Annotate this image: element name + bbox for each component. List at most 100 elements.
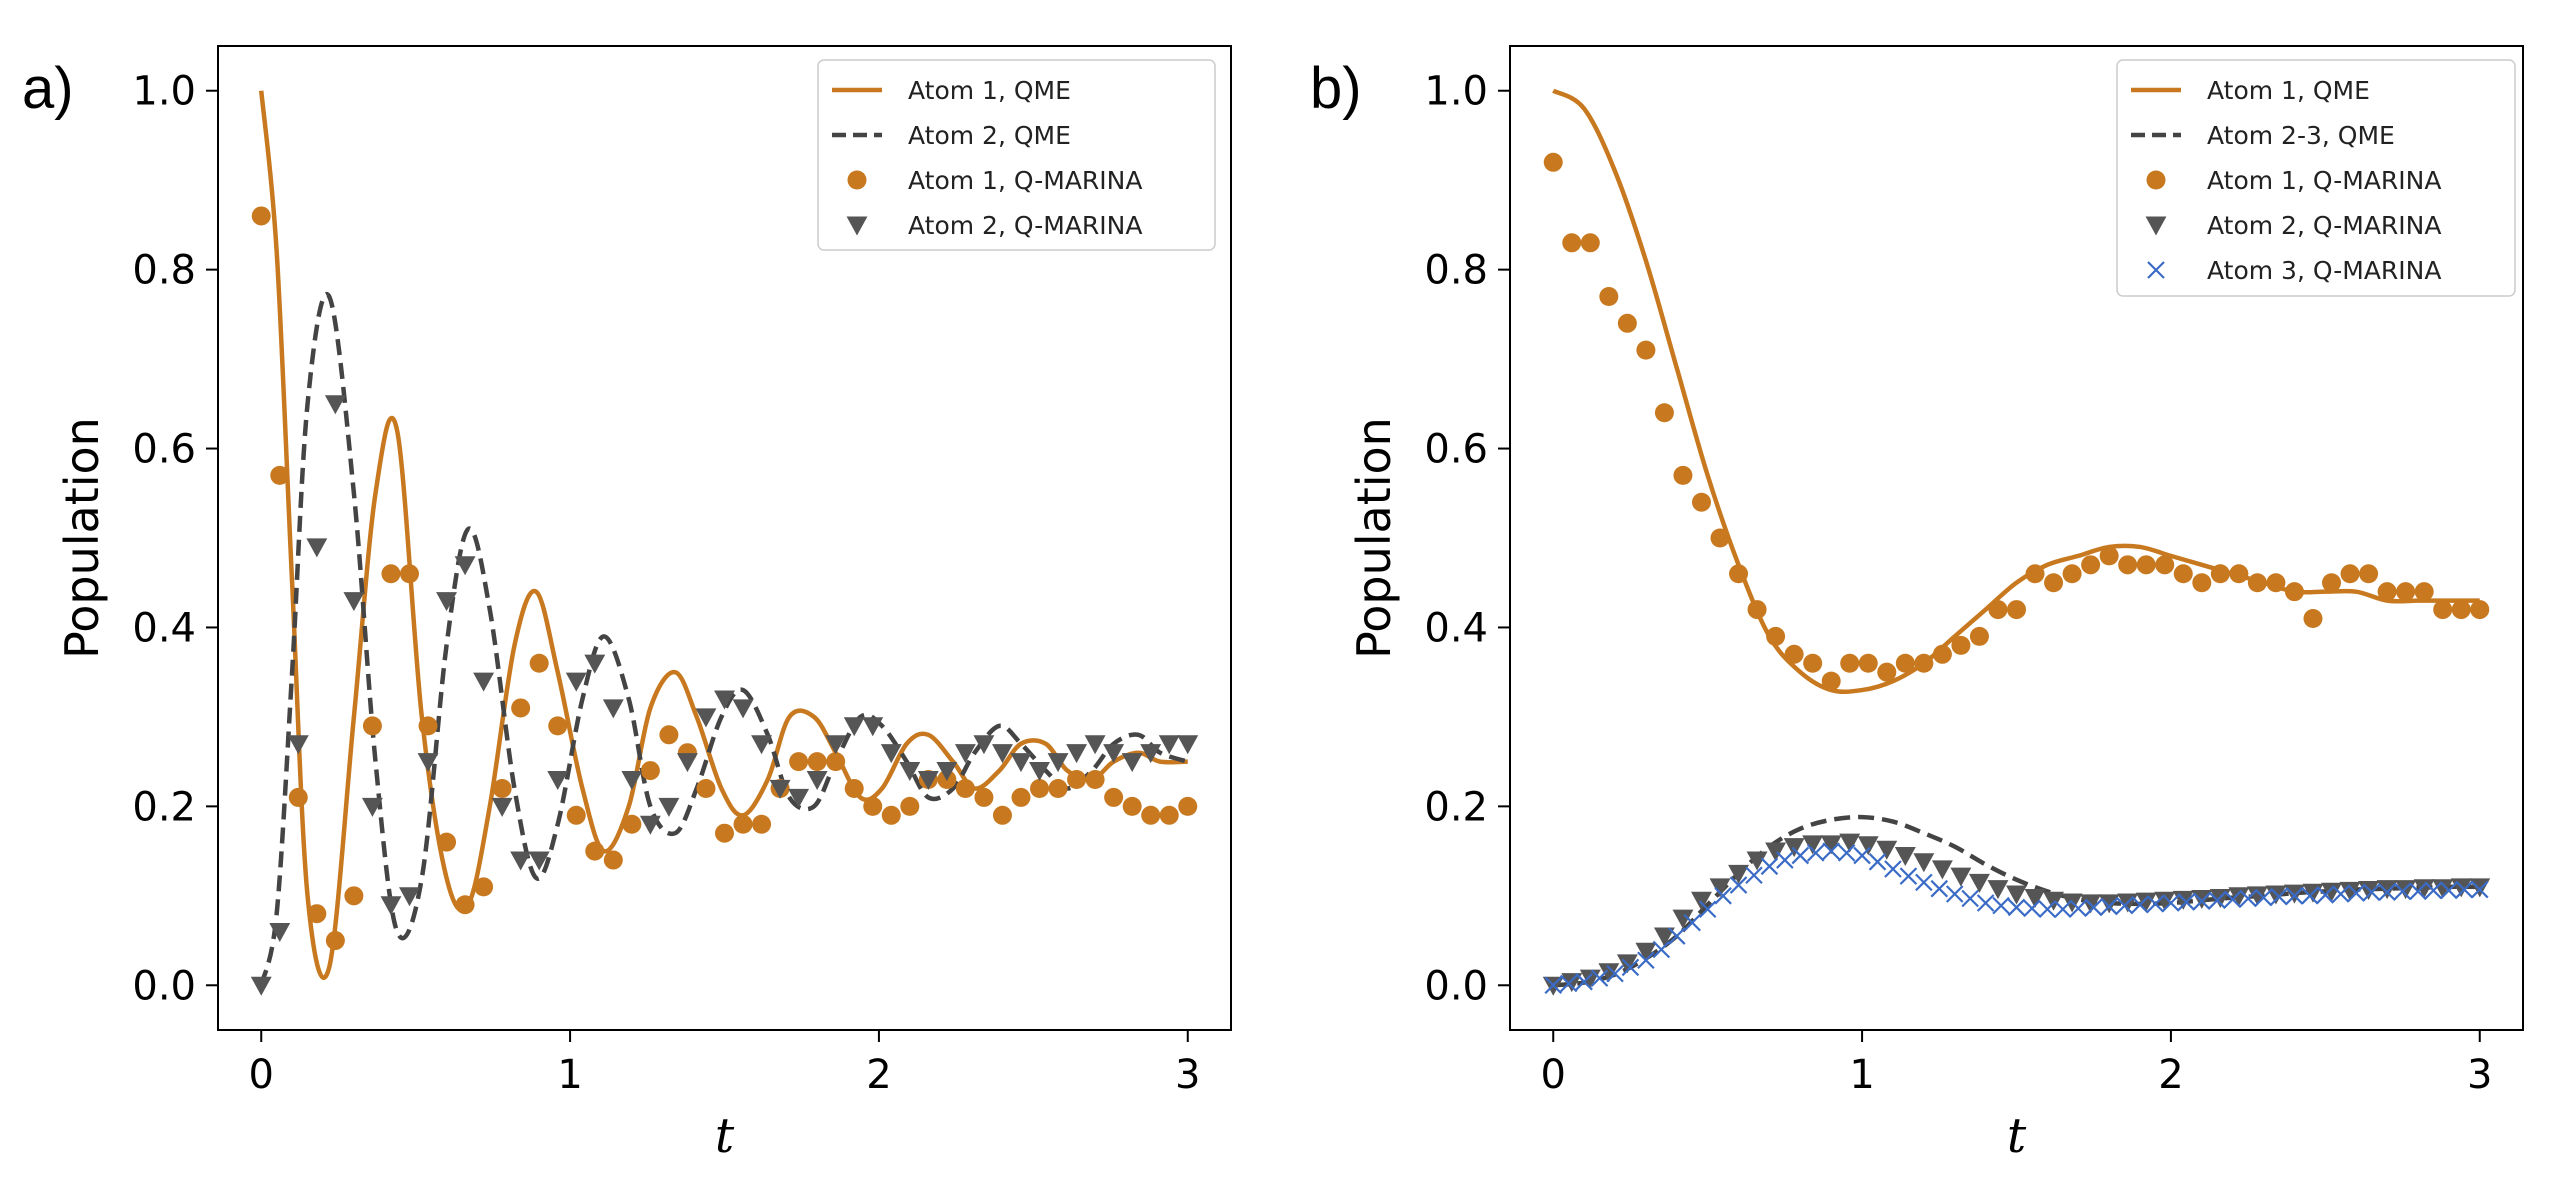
data-point [2023,899,2041,918]
data-point [936,762,958,782]
data-point [1858,653,1878,673]
data-point [2424,881,2443,900]
data-point [1617,313,1637,333]
y-axis-label: Population [55,417,109,659]
data-point-stroke [2115,896,2134,915]
series-atom-1-q-marina-markers [1543,152,2490,691]
data-point [639,815,661,835]
data-point [399,564,419,584]
data-point [418,716,438,736]
data-point [1653,927,1675,947]
data-point [1562,233,1582,253]
data-point [1122,796,1142,816]
plot-frame [1509,45,2524,1031]
data-point [2455,880,2474,899]
data-point [2044,573,2064,593]
data-point [2155,555,2175,575]
data-point [752,814,772,834]
data-point [1178,796,1198,816]
data-point-stroke [2023,899,2041,918]
data-point [2136,555,2156,575]
legend-marker [846,216,868,236]
series-atom-1-q-marina-markers [251,206,1198,951]
legend-box [817,59,1216,251]
data-point [2316,886,2335,904]
data-point [381,564,401,584]
data-point [1945,885,1964,903]
data-point [1821,671,1841,691]
data-point [1914,653,1934,673]
data-point [1698,900,1717,919]
data-point [511,698,531,718]
data-point [1894,847,1916,867]
data-point-stroke [1930,879,1949,898]
data-point-stroke [2378,883,2396,902]
data-point [2359,564,2379,584]
data-point [1667,927,1686,945]
data-point [1030,778,1050,798]
data-point [1544,976,1563,995]
data-point [789,752,809,772]
data-point [1822,842,1840,860]
data-point [1561,973,1583,993]
data-point [2322,573,2342,593]
data-point [250,976,272,996]
data-point [2162,894,2180,912]
data-point [862,717,884,737]
data-point [306,538,328,558]
data-point [751,735,773,755]
data-point [454,556,476,576]
data-point [2135,892,2157,912]
data-point [2006,885,2027,905]
data-point [1599,286,1619,306]
data-point-stroke [1992,896,2010,915]
data-point [584,654,606,674]
data-point [2432,879,2454,899]
data-point [2100,897,2118,916]
series-atom-1-qme-line [1552,88,2480,695]
data-point-stroke [2054,900,2072,919]
data-point [806,770,828,790]
data-point [2332,885,2350,903]
data-point [1673,465,1693,485]
data-point [473,672,495,692]
data-point [602,699,624,719]
data-point [2228,887,2250,907]
data-point [251,206,271,226]
data-point [2266,573,2286,593]
data-point [843,717,865,737]
y-tick-label: 0.8 [1424,248,1488,294]
data-point-stroke [1667,927,1686,945]
data-point-stroke [2301,887,2319,905]
data-point [1047,753,1069,773]
data-point [1728,864,1749,884]
x-tick-label: 1 [1849,1052,1874,1098]
data-point [1913,853,1935,873]
data-point [474,877,494,897]
data-point [2154,891,2176,911]
data-point [1766,626,1786,646]
data-point [992,805,1012,825]
data-point [1803,653,1823,673]
data-point [2362,883,2381,902]
data-point [992,744,1013,764]
legend-marker [2145,216,2167,236]
data-point [900,796,920,816]
data-point [676,753,698,773]
data-point [2007,600,2026,620]
data-point-stroke [1961,889,1979,908]
legend-label: Atom 1, QME [908,76,1071,105]
data-point [270,465,290,485]
data-point [2413,879,2435,899]
data-point [2054,900,2072,919]
data-point [2377,582,2397,602]
data-point [2285,887,2304,905]
data-point-stroke [2069,899,2088,918]
data-point [1857,836,1879,856]
data-point [2192,573,2212,593]
data-point [1806,844,1825,862]
data-point [2470,880,2489,899]
data-point [1895,653,1915,673]
data-point [1710,528,1730,548]
series-atom-1-qme-line [258,90,1188,981]
